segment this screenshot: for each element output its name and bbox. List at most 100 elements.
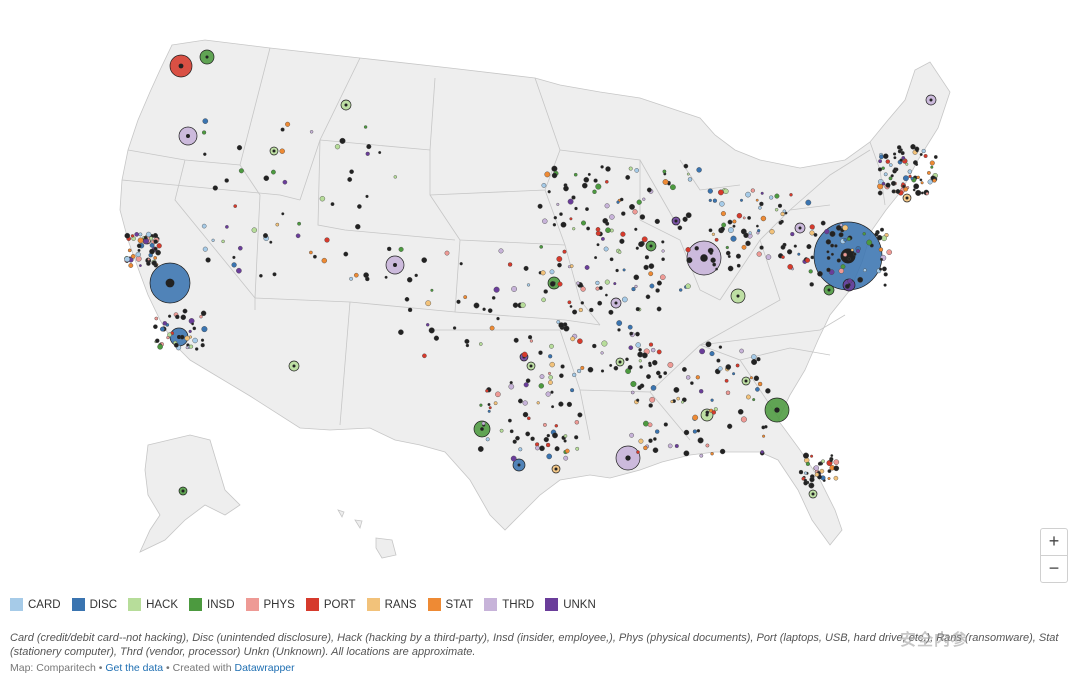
breach-point[interactable] xyxy=(690,381,694,385)
breach-point[interactable] xyxy=(774,193,780,199)
breach-point[interactable] xyxy=(660,274,666,281)
breach-point[interactable] xyxy=(756,224,759,228)
breach-point[interactable] xyxy=(741,244,747,250)
breach-point[interactable] xyxy=(166,336,170,340)
breach-point[interactable] xyxy=(797,252,801,256)
breach-point[interactable] xyxy=(880,227,885,232)
breach-point[interactable] xyxy=(543,422,547,427)
breach-point[interactable] xyxy=(575,446,580,451)
breach-point[interactable] xyxy=(545,391,551,397)
breach-point[interactable] xyxy=(549,269,555,275)
breach-point[interactable] xyxy=(556,320,561,324)
breach-point[interactable] xyxy=(656,370,661,376)
breach-point[interactable] xyxy=(567,300,572,305)
breach-point[interactable] xyxy=(627,324,633,330)
breach-point[interactable] xyxy=(627,364,633,370)
breach-point[interactable] xyxy=(549,281,556,287)
breach-point[interactable] xyxy=(155,338,160,343)
breach-point[interactable] xyxy=(878,159,882,164)
breach-point[interactable] xyxy=(554,424,558,428)
breach-point[interactable] xyxy=(259,273,263,278)
breach-point[interactable] xyxy=(154,316,159,321)
breach-point[interactable] xyxy=(890,174,894,178)
breach-point[interactable] xyxy=(156,243,162,249)
breach-point[interactable] xyxy=(570,336,576,342)
breach-point[interactable] xyxy=(817,461,822,466)
breach-point[interactable] xyxy=(572,309,578,315)
breach-point[interactable] xyxy=(719,201,725,207)
breach-point[interactable] xyxy=(708,228,713,233)
breach-point[interactable] xyxy=(670,400,674,404)
breach-point[interactable] xyxy=(718,345,723,349)
breach-point[interactable] xyxy=(927,179,933,185)
breach-point[interactable] xyxy=(814,472,820,477)
breach-point[interactable] xyxy=(893,167,897,171)
breach-point[interactable] xyxy=(151,260,157,266)
breach-point[interactable] xyxy=(182,308,188,314)
breach-point[interactable] xyxy=(708,198,712,202)
breach-point[interactable] xyxy=(330,202,335,207)
breach-point[interactable] xyxy=(523,265,529,271)
breach-point[interactable] xyxy=(137,237,144,244)
breach-point[interactable] xyxy=(682,216,688,222)
breach-point[interactable] xyxy=(511,286,517,292)
breach-point[interactable] xyxy=(212,185,218,191)
breach-point[interactable] xyxy=(456,299,461,304)
breach-point[interactable] xyxy=(649,283,655,289)
breach-point[interactable] xyxy=(695,375,700,380)
breach-point[interactable] xyxy=(645,294,651,300)
breach-point[interactable] xyxy=(491,296,496,300)
breach-point[interactable] xyxy=(146,261,151,266)
breach-point[interactable] xyxy=(643,264,649,271)
breach-point[interactable] xyxy=(537,203,543,209)
breach-point[interactable] xyxy=(527,416,531,421)
breach-point[interactable] xyxy=(520,302,526,308)
breach-point[interactable] xyxy=(787,263,794,270)
breach-point[interactable] xyxy=(281,212,285,216)
breach-point[interactable] xyxy=(710,257,716,263)
breach-point[interactable] xyxy=(682,366,687,372)
breach-point[interactable] xyxy=(648,438,653,443)
breach-point[interactable] xyxy=(786,249,793,255)
breach-point[interactable] xyxy=(596,243,600,247)
breach-point[interactable] xyxy=(902,184,906,188)
breach-point[interactable] xyxy=(719,448,726,455)
breach-point[interactable] xyxy=(134,232,139,237)
breach-point[interactable] xyxy=(236,145,243,151)
breach-point[interactable] xyxy=(643,420,649,427)
breach-point[interactable] xyxy=(539,374,545,379)
breach-point[interactable] xyxy=(685,212,692,219)
breach-point[interactable] xyxy=(730,235,737,242)
breach-point[interactable] xyxy=(725,245,729,250)
breach-point[interactable] xyxy=(569,264,574,268)
breach-point[interactable] xyxy=(617,250,622,254)
breach-point[interactable] xyxy=(552,223,557,227)
breach-point[interactable] xyxy=(576,281,580,286)
breach-point[interactable] xyxy=(200,310,207,316)
breach-point[interactable] xyxy=(589,307,594,313)
breach-point[interactable] xyxy=(883,172,888,177)
breach-point[interactable] xyxy=(803,480,808,486)
breach-point[interactable] xyxy=(525,431,531,437)
breach-point[interactable] xyxy=(842,224,849,231)
breach-point[interactable] xyxy=(185,346,189,350)
breach-point[interactable] xyxy=(667,443,673,449)
breach-point[interactable] xyxy=(272,272,277,277)
breach-point[interactable] xyxy=(577,338,583,345)
breach-point[interactable] xyxy=(548,380,553,385)
breach-point[interactable] xyxy=(622,296,628,303)
breach-point[interactable] xyxy=(780,244,786,250)
breach-point[interactable] xyxy=(774,207,779,212)
breach-point[interactable] xyxy=(877,167,883,172)
breach-point[interactable] xyxy=(718,366,723,371)
breach-point[interactable] xyxy=(192,326,197,331)
breach-point[interactable] xyxy=(757,229,761,233)
breach-point[interactable] xyxy=(573,172,578,177)
breach-point[interactable] xyxy=(656,280,662,286)
breach-point[interactable] xyxy=(732,372,736,376)
breach-point[interactable] xyxy=(686,375,691,380)
breach-point[interactable] xyxy=(836,258,841,263)
breach-markers[interactable] xyxy=(124,49,938,499)
breach-point[interactable] xyxy=(149,236,154,241)
breach-point[interactable] xyxy=(912,188,916,192)
